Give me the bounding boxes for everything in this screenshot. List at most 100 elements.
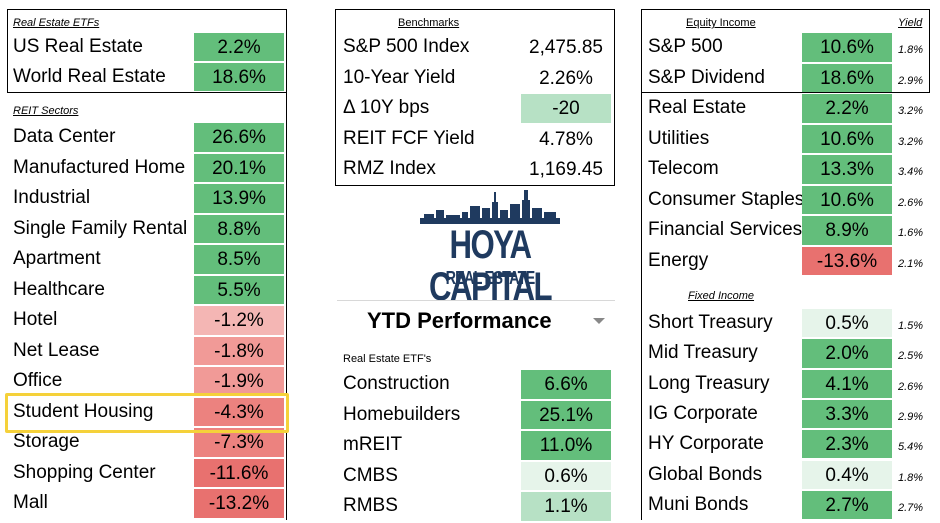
period-select[interactable]: YTD Performance [337, 300, 615, 341]
fixed-row-label: Muni Bonds [648, 493, 749, 515]
benchmark-row-value: 2,475.85 [529, 37, 603, 58]
equity-row-label: S&P Dividend [648, 66, 765, 88]
fixed-row-value: 3.3% [802, 399, 892, 429]
fixed-row-label: IG Corporate [648, 402, 758, 424]
sector-row-label: Shopping Center [13, 461, 156, 483]
sector-row-value: 13.9% [194, 184, 284, 213]
logo-subtitle: REAL ESTATE [445, 268, 536, 288]
mid-etf-row-label: Construction [343, 373, 450, 394]
mid-etf-row-value: 1.1% [521, 492, 611, 521]
equity-row-label: Energy [648, 249, 709, 271]
equity-income-box [641, 9, 930, 93]
etf-row-value: 18.6% [194, 63, 284, 91]
fixed-row-value: 2.0% [802, 339, 892, 368]
fixed-row-value: 0.4% [802, 460, 892, 489]
equity-row-yield: 3.4% [898, 166, 924, 178]
sector-row-value: -13.2% [194, 489, 284, 518]
fixed-row-yield: 2.6% [898, 380, 924, 393]
equity-row-yield: 2.6% [898, 196, 924, 209]
equity-row-value: 13.3% [802, 155, 892, 184]
equity-row-yield: 1.8% [898, 44, 924, 56]
fixed-income-header: Fixed Income [688, 290, 755, 302]
fixed-row-label: HY Corporate [648, 433, 764, 455]
sector-row-value: -4.3% [194, 397, 284, 426]
sector-row-value: -1.8% [194, 336, 284, 365]
fixed-row-value: 4.1% [802, 369, 892, 398]
equity-row-yield: 1.6% [898, 227, 924, 239]
student-housing-highlight [5, 393, 289, 433]
reit-sectors-header: REIT Sectors [13, 105, 79, 117]
right-column-border [641, 92, 642, 520]
etf-box [7, 9, 287, 93]
left-column-border [286, 92, 287, 520]
sector-row-label: Mall [13, 492, 48, 513]
fixed-row-yield: 2.7% [898, 501, 924, 514]
etf-row-value: 2.2% [194, 33, 284, 61]
benchmark-row-value: 2.26% [539, 67, 593, 89]
fixed-row-value: 0.5% [802, 309, 892, 338]
equity-row-yield: 2.9% [898, 74, 924, 87]
chevron-down-icon[interactable] [593, 318, 605, 324]
mid-etf-row-value: 6.6% [521, 370, 611, 399]
equity-row-value: 2.2% [802, 94, 892, 123]
sector-row-label: Office [13, 370, 63, 391]
mid-etf-row-label: Homebuilders [343, 403, 461, 425]
mid-etf-row-label: RMBS [343, 495, 398, 516]
equity-row-label: Financial Services [648, 219, 803, 240]
equity-row-yield: 3.2% [898, 135, 924, 148]
equity-row-value: 10.6% [802, 185, 892, 214]
fixed-row-label: Short Treasury [648, 312, 773, 333]
benchmark-row-value: 1,169.45 [529, 159, 603, 180]
equity-row-yield: 2.1% [898, 257, 924, 270]
fixed-row-label: Long Treasury [648, 372, 770, 394]
sector-row-label: Hotel [13, 309, 58, 330]
equity-row-value: 10.6% [802, 124, 892, 153]
equity-row-value: 8.9% [802, 216, 892, 245]
sector-row-label: Data Center [13, 126, 116, 147]
hoya-capital-logo: HOYA CAPITAL REAL ESTATE [410, 188, 570, 308]
sector-row-label: Apartment [13, 248, 101, 269]
benchmark-row-label: Δ 10Y bps [343, 97, 430, 118]
sector-row-label: Single Family Rental [13, 217, 188, 239]
benchmark-row-value: 4.78% [539, 128, 593, 150]
fixed-row-yield: 1.8% [898, 471, 924, 484]
etf-row-label: World Real Estate [13, 66, 166, 87]
benchmark-row-value: -20 [521, 94, 611, 123]
mid-etf-row-label: CMBS [343, 464, 398, 486]
equity-row-value: 10.6% [802, 33, 892, 62]
real-estate-etfs-header: Real Estate ETFs [13, 17, 100, 29]
mid-etf-row-value: 0.6% [521, 461, 611, 490]
yield-header: Yield [898, 17, 923, 29]
mid-etf-row-value: 25.1% [521, 400, 611, 429]
equity-row-label: Real Estate [648, 97, 747, 118]
benchmarks-header: Benchmarks [398, 17, 460, 29]
sector-row-value: 20.1% [194, 153, 284, 182]
sector-row-value: 8.8% [194, 214, 284, 243]
period-select-label: YTD Performance [367, 308, 552, 333]
equity-row-yield: 3.2% [898, 105, 924, 117]
fixed-row-yield: 5.4% [898, 441, 924, 454]
sector-row-label: Student Housing [13, 400, 154, 422]
sector-row-value: 26.6% [194, 123, 284, 152]
sector-row-value: -1.2% [194, 306, 284, 335]
fixed-row-yield: 2.5% [898, 350, 924, 363]
sector-row-label: Manufactured Home [13, 156, 186, 178]
fixed-row-label: Mid Treasury [648, 342, 758, 364]
fixed-row-value: 2.3% [802, 430, 892, 459]
sector-row-value: 8.5% [194, 245, 284, 274]
fixed-row-yield: 2.9% [898, 410, 924, 423]
equity-row-value: -13.6% [802, 246, 892, 275]
fixed-row-value: 2.7% [802, 490, 892, 520]
sector-row-value: 5.5% [194, 275, 284, 304]
equity-income-header: Equity Income [686, 17, 756, 29]
mid-etf-row-label: mREIT [343, 434, 403, 455]
benchmarks-box [335, 9, 615, 186]
fixed-row-yield: 1.5% [898, 320, 924, 332]
equity-row-label: Consumer Staples [648, 188, 805, 210]
logo-title: HOYA CAPITAL [429, 223, 553, 309]
etf-row-label: US Real Estate [13, 36, 143, 57]
equity-row-label: Utilities [648, 127, 710, 149]
sector-row-label: Industrial [13, 187, 91, 208]
equity-row-label: Telecom [648, 158, 719, 179]
benchmark-row-label: S&P 500 Index [343, 36, 470, 57]
